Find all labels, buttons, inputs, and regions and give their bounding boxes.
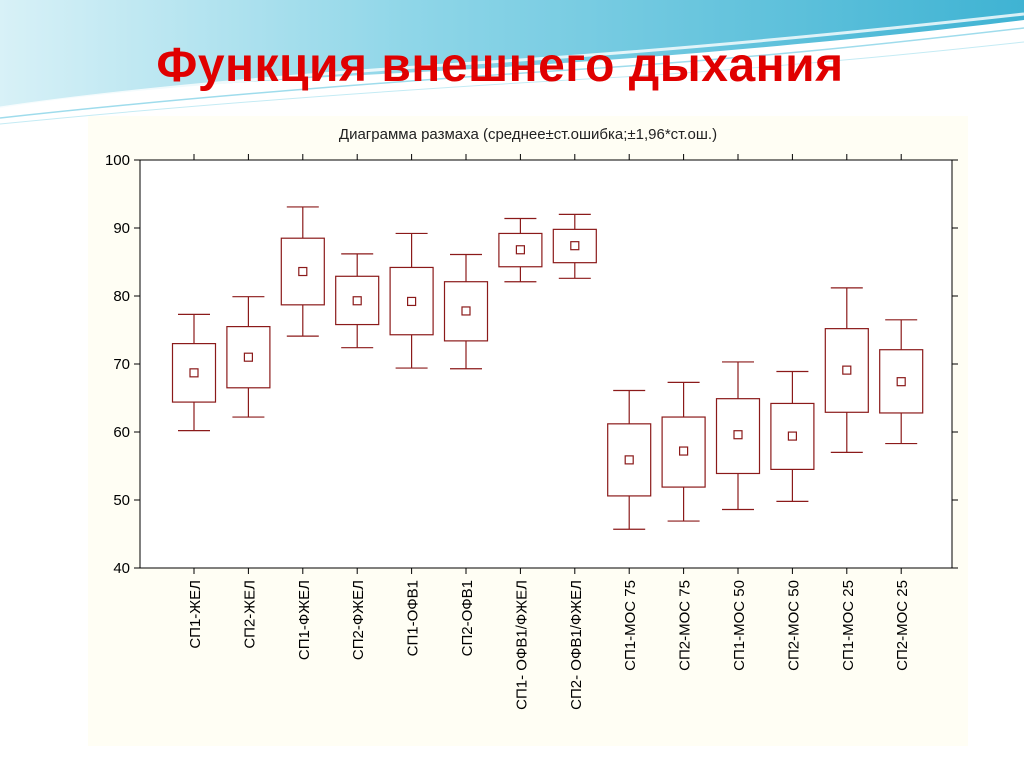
mean-marker: [461, 306, 471, 316]
mean-marker: [243, 352, 253, 362]
x-tick-label: СП2-ФЖЕЛ: [350, 580, 367, 660]
box: [226, 326, 271, 389]
mean-marker: [624, 455, 634, 465]
x-tick-label: СП1-ЖЕЛ: [187, 580, 204, 649]
x-tick-label: СП1-ФЖЕЛ: [296, 580, 313, 660]
x-tick-label: СП1-МОС 50: [731, 580, 748, 671]
x-tick-label: СП1-МОС 25: [840, 580, 857, 671]
mean-marker: [842, 365, 852, 375]
mean-marker: [678, 446, 689, 456]
x-tick-label: СП1-ОФВ1: [405, 580, 422, 656]
box: [770, 402, 815, 471]
y-tick-label: 40: [113, 560, 130, 577]
box: [661, 416, 706, 488]
box: [443, 281, 489, 342]
box: [715, 398, 761, 475]
y-tick-label: 90: [113, 220, 130, 237]
box: [171, 343, 217, 403]
box: [335, 275, 380, 326]
box: [607, 423, 652, 497]
y-tick-label: 50: [113, 492, 130, 509]
mean-marker: [896, 377, 906, 387]
box: [498, 232, 543, 268]
box: [389, 266, 434, 336]
box: [824, 328, 869, 413]
x-tick-label: СП1-МОС 75: [622, 580, 639, 671]
mean-marker: [189, 368, 199, 378]
x-tick-label: СП2-МОС 25: [894, 580, 911, 671]
mean-marker: [515, 245, 526, 255]
y-tick-label: 70: [113, 356, 130, 373]
x-tick-label: СП2-ОФВ1: [459, 580, 476, 656]
mean-marker: [787, 431, 798, 441]
x-tick-label: СП2-МОС 75: [677, 580, 694, 671]
slide-title: Функция внешнего дыхания: [156, 39, 844, 92]
mean-marker: [407, 296, 417, 307]
y-tick-label: 100: [105, 152, 130, 169]
y-tick-label: 60: [113, 424, 130, 441]
mean-marker: [570, 241, 580, 251]
y-tick-label: 80: [113, 288, 130, 305]
mean-marker: [733, 430, 743, 440]
mean-marker: [352, 296, 362, 306]
header-wave-decoration: [0, 0, 1024, 125]
box: [879, 349, 924, 414]
x-tick-label: СП2-МОС 50: [785, 580, 802, 671]
mean-marker: [298, 266, 308, 277]
box: [552, 228, 597, 264]
x-tick-label: СП2- ОФВ1/ФЖЕЛ: [568, 580, 585, 710]
box: [280, 237, 325, 306]
plot-frame: [139, 159, 953, 569]
x-tick-label: СП2-ЖЕЛ: [241, 580, 258, 649]
chart-title: Диаграмма размаха (среднее±ст.ошибка;±1,…: [338, 126, 718, 143]
x-tick-label: СП1- ОФВ1/ФЖЕЛ: [513, 580, 530, 710]
